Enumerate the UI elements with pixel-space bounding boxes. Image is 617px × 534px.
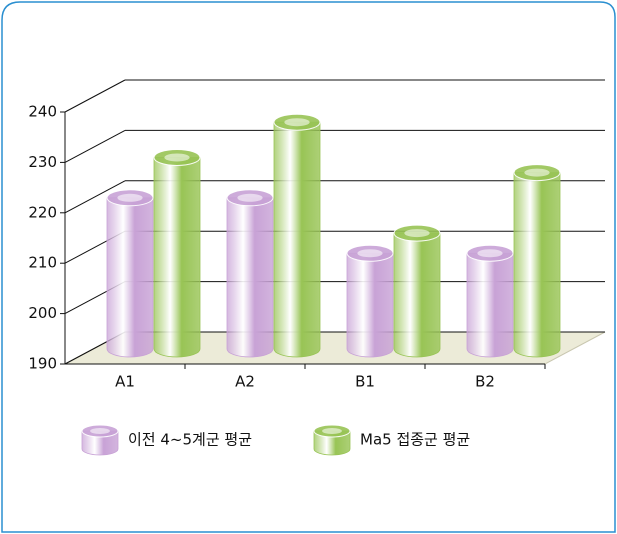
- x-tick-label: B1: [355, 373, 375, 391]
- bar: [153, 148, 201, 358]
- cylinder-body: [393, 232, 441, 358]
- cylinder-hole: [404, 229, 430, 238]
- y-tick-label: 210: [28, 254, 57, 272]
- cylinder-hole: [117, 193, 143, 202]
- cylinder-hole: [164, 153, 190, 162]
- y-tick-label: 230: [28, 153, 57, 171]
- bar: [346, 244, 394, 358]
- legend-swatch: [313, 424, 351, 456]
- legend-swatch: [81, 424, 119, 456]
- cylinder-hole: [322, 428, 342, 434]
- cylinder-body: [273, 121, 321, 358]
- cylinder-body: [513, 172, 561, 358]
- grid-line: [64, 129, 126, 163]
- cylinder-body: [153, 157, 201, 358]
- bar: [393, 224, 441, 358]
- legend-label: 이전 4~5계군 평균: [128, 431, 252, 449]
- cylinder-body: [466, 252, 514, 358]
- y-tick-label: 220: [28, 203, 57, 221]
- x-tick-label: B2: [475, 373, 495, 391]
- bar: [226, 189, 274, 358]
- bar: [513, 164, 561, 358]
- cylinder-body: [313, 430, 351, 456]
- x-tick-label: A2: [235, 373, 255, 391]
- y-tick-label: 240: [28, 103, 57, 121]
- legend-label: Ma5 접종군 평균: [360, 431, 470, 449]
- x-tick-label: A1: [115, 373, 135, 391]
- cylinder-hole: [477, 249, 503, 258]
- bar: [106, 189, 154, 358]
- cylinder-hole: [357, 249, 383, 258]
- cylinder-body: [81, 430, 119, 456]
- grid-line: [64, 79, 126, 113]
- bar: [273, 113, 321, 358]
- cylinder-body: [226, 197, 274, 358]
- cylinder-body: [106, 197, 154, 358]
- cylinder-hole: [524, 168, 550, 177]
- y-tick-label: 190: [28, 355, 57, 373]
- cylinder-hole: [90, 428, 110, 434]
- cylinder-hole: [237, 193, 263, 202]
- y-tick-label: 200: [28, 304, 57, 322]
- bar: [466, 244, 514, 358]
- cylinder-hole: [284, 118, 310, 127]
- cylinder-body: [346, 252, 394, 358]
- grid-line: [64, 180, 126, 214]
